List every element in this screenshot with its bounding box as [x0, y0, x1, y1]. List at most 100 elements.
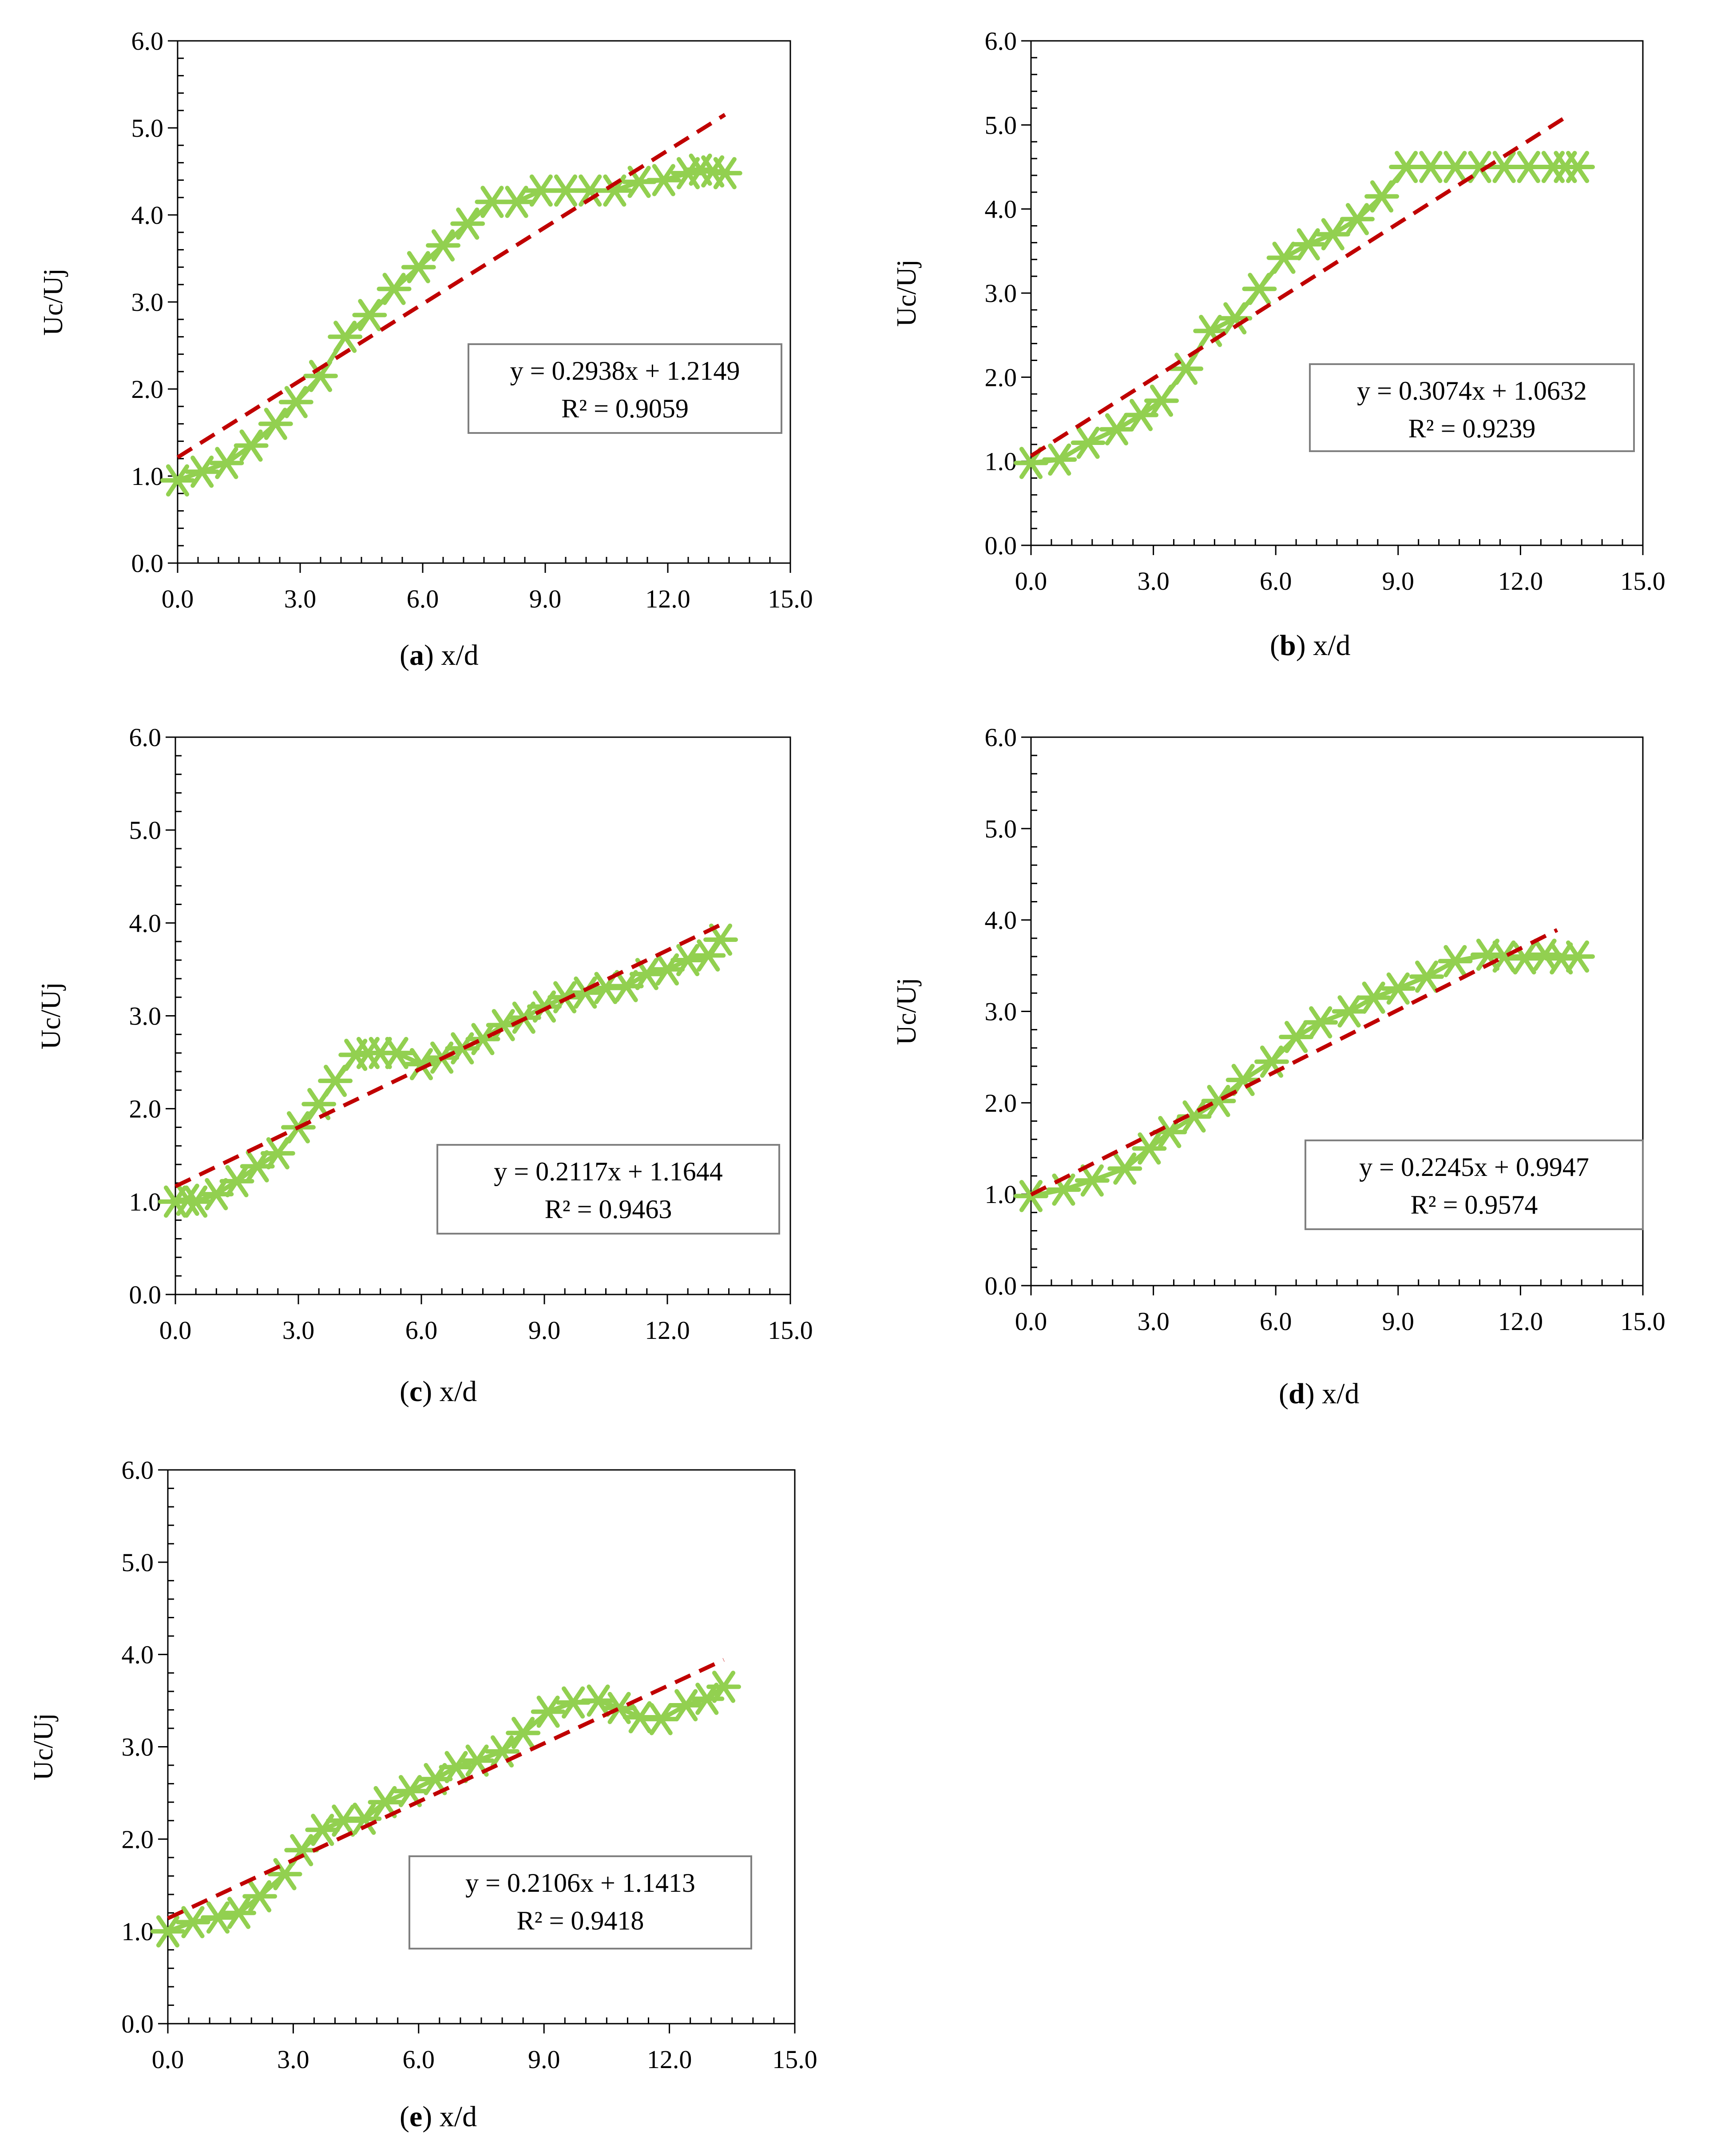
data-point — [368, 1786, 403, 1819]
data-point — [278, 386, 313, 418]
x-tick-label: 0.0 — [162, 584, 194, 613]
data-point — [222, 1897, 257, 1929]
y-tick-label: 4.0 — [985, 195, 1017, 224]
y-axis-label: Uc/Uj — [36, 982, 66, 1050]
y-tick-label: 4.0 — [129, 909, 162, 937]
data-point — [347, 1803, 382, 1835]
data-point — [1099, 413, 1134, 445]
data-point — [706, 1671, 741, 1703]
x-tick-label: 12.0 — [1498, 567, 1543, 596]
data-point — [670, 944, 706, 977]
data-point — [1242, 273, 1277, 305]
y-tick-label: 3.0 — [985, 279, 1017, 308]
x-tick-label: 3.0 — [282, 1316, 315, 1345]
x-axis-label: x/d — [441, 639, 478, 671]
caption-letter: ( — [1270, 629, 1280, 662]
y-tick-label: 0.0 — [122, 2009, 154, 2038]
trend-line — [174, 923, 722, 1188]
y-tick-label: 1.0 — [131, 462, 164, 491]
data-point — [328, 321, 363, 353]
y-tick-label: 6.0 — [129, 723, 162, 752]
data-point — [707, 157, 742, 190]
y-tick-label: 5.0 — [131, 114, 164, 143]
r-squared-text: R² = 0.9239 — [1408, 414, 1536, 443]
equation-text: y = 0.2117x + 1.1644 — [494, 1157, 722, 1186]
caption-letter: ( — [400, 1375, 409, 1408]
y-tick-label: 3.0 — [985, 997, 1017, 1026]
y-tick-label: 1.0 — [985, 447, 1017, 476]
data-point — [377, 273, 412, 305]
data-point — [242, 1880, 278, 1913]
data-point — [234, 429, 269, 462]
y-tick-label: 0.0 — [985, 1271, 1017, 1300]
trend-line — [176, 113, 726, 459]
x-axis-label: x/d — [1322, 1378, 1359, 1410]
data-point — [318, 1064, 353, 1097]
x-tick-label: 0.0 — [152, 2045, 184, 2074]
data-point — [1201, 1084, 1236, 1117]
panel-caption: (b) x/d — [1270, 629, 1351, 662]
data-point — [1132, 1132, 1167, 1165]
data-point — [547, 981, 583, 1013]
x-axis-label: x/d — [440, 2100, 477, 2133]
equation-box — [1309, 363, 1635, 452]
data-point — [260, 1137, 295, 1170]
x-tick-label: 6.0 — [407, 584, 439, 613]
chart-panel-a: 0.0 1.0 2.0 3.0 4.0 5.0 6.0 0.0 3.0 6.0 9.0 12.0 15.… — [38, 27, 813, 671]
chart-panel-d: 0.0 1.0 2.0 3.0 4.0 5.0 6.0 0.0 3.0 6.0 9.0 12.0 15.… — [892, 723, 1665, 1410]
data-point — [1279, 1020, 1314, 1053]
y-tick-label: 5.0 — [129, 816, 162, 845]
x-tick-label: 6.0 — [405, 1316, 438, 1345]
x-axis-label: x/d — [440, 1375, 477, 1408]
y-tick-label: 6.0 — [985, 723, 1017, 752]
data-point — [1107, 1152, 1142, 1185]
data-point — [1144, 385, 1179, 417]
caption-letter-bold: d — [1289, 1378, 1305, 1410]
y-tick-label: 0.0 — [131, 549, 164, 578]
caption-letter-close: ) — [1296, 629, 1313, 662]
data-point — [439, 1751, 474, 1783]
y-tick-label: 4.0 — [122, 1640, 154, 1669]
x-tick-label: 12.0 — [645, 584, 690, 613]
data-point — [450, 207, 485, 240]
data-point — [200, 1901, 235, 1934]
x-tick-label: 6.0 — [403, 2045, 435, 2074]
data-point — [379, 1036, 414, 1069]
r-squared-text: R² = 0.9059 — [561, 394, 689, 423]
data-point — [1042, 443, 1077, 476]
data-point — [669, 1689, 704, 1722]
data-point — [175, 1906, 210, 1938]
x-tick-label: 3.0 — [1137, 567, 1170, 596]
x-tick-label: 12.0 — [647, 2045, 692, 2074]
equation-text: y = 0.3074x + 1.0632 — [1357, 376, 1587, 405]
x-tick-label: 12.0 — [1498, 1307, 1543, 1336]
data-point — [1340, 203, 1375, 235]
x-axis-label: x/d — [1313, 629, 1350, 662]
data-point — [531, 1695, 566, 1728]
data-point — [426, 229, 460, 262]
y-tick-label: 4.0 — [131, 201, 164, 230]
y-tick-label: 2.0 — [131, 375, 164, 404]
chart-panel-b: 0.0 1.0 2.0 3.0 4.0 5.0 6.0 0.0 3.0 6.0 9.0 12.0 15.… — [892, 27, 1665, 662]
data-point — [568, 976, 603, 1009]
x-tick-label: 0.0 — [159, 1316, 192, 1345]
x-tick-label: 3.0 — [284, 584, 317, 613]
panel-caption: (e) x/d — [400, 2100, 477, 2133]
data-point — [258, 408, 293, 440]
y-tick-label: 1.0 — [985, 1180, 1017, 1209]
data-point — [303, 360, 338, 392]
chart-panel-e: 0.0 1.0 2.0 3.0 4.0 5.0 6.0 0.0 3.0 6.0 9.0 12.0 15.… — [28, 1456, 817, 2133]
data-point — [352, 299, 387, 331]
y-tick-label: 2.0 — [985, 1088, 1017, 1117]
x-tick-label: 15.0 — [1620, 1307, 1665, 1336]
data-point — [160, 464, 195, 497]
plot-area — [177, 40, 791, 564]
r-squared-text: R² = 0.9463 — [545, 1195, 672, 1224]
y-tick-label: 5.0 — [985, 814, 1017, 843]
data-point — [1332, 995, 1367, 1028]
data-point — [1303, 1006, 1338, 1039]
equation-box — [468, 343, 782, 434]
y-tick-label: 5.0 — [985, 111, 1017, 139]
y-axis-label: Uc/Uj — [28, 1713, 59, 1781]
